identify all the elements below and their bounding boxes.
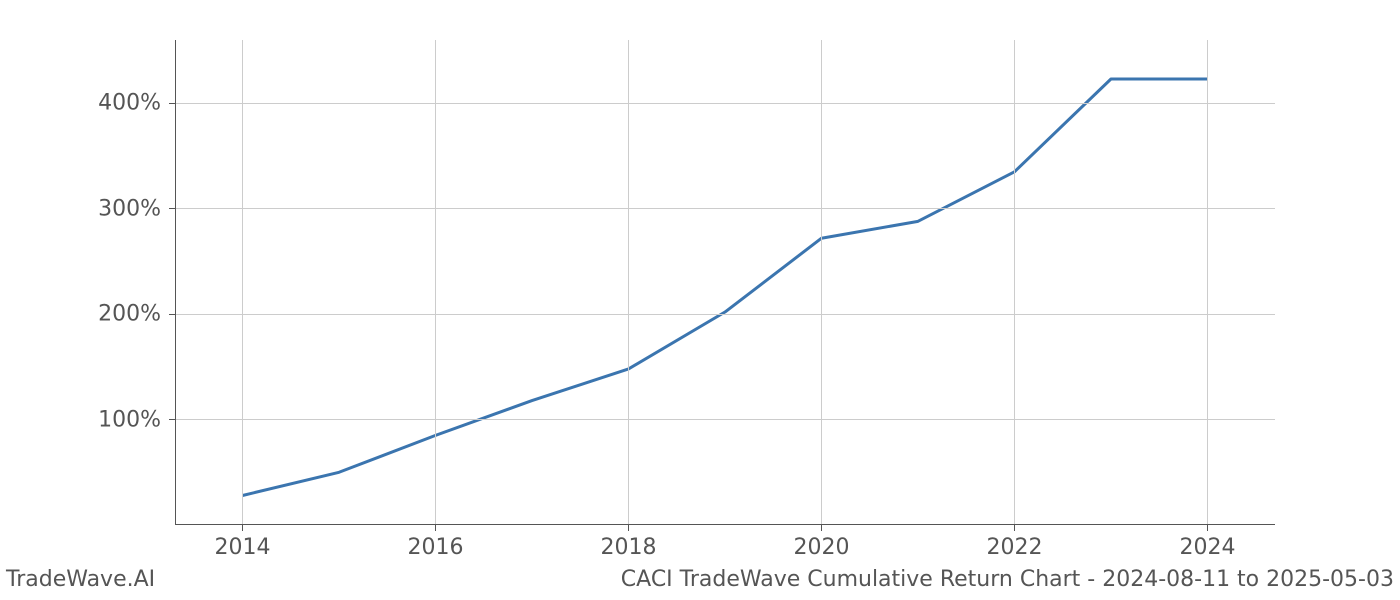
x-tick-mark [1014,525,1015,531]
chart-caption-right: CACI TradeWave Cumulative Return Chart -… [621,567,1394,592]
x-tick-mark [821,525,822,531]
gridline-vertical [435,40,436,525]
plot-area [175,40,1275,525]
y-tick-label: 100% [98,407,161,432]
x-tick-label: 2024 [1179,535,1235,560]
gridline-vertical [1014,40,1015,525]
gridline-vertical [628,40,629,525]
x-tick-label: 2016 [408,535,464,560]
x-tick-mark [435,525,436,531]
gridline-horizontal [175,103,1275,104]
line-chart-svg [175,40,1275,525]
x-tick-mark [242,525,243,531]
x-tick-label: 2022 [986,535,1042,560]
x-tick-mark [628,525,629,531]
y-tick-mark [169,208,175,209]
y-tick-label: 400% [98,91,161,116]
y-tick-label: 300% [98,196,161,221]
x-tick-label: 2018 [601,535,657,560]
y-tick-mark [169,419,175,420]
y-tick-mark [169,314,175,315]
gridline-horizontal [175,419,1275,420]
axis-spine-left [175,40,176,525]
gridline-vertical [1207,40,1208,525]
gridline-vertical [242,40,243,525]
gridline-horizontal [175,314,1275,315]
x-tick-label: 2014 [215,535,271,560]
y-tick-label: 200% [98,302,161,327]
gridline-horizontal [175,208,1275,209]
x-tick-mark [1207,525,1208,531]
y-tick-mark [169,103,175,104]
return-line-series [243,79,1208,495]
figure: TradeWave.AI CACI TradeWave Cumulative R… [0,0,1400,600]
watermark-left: TradeWave.AI [6,567,155,592]
gridline-vertical [821,40,822,525]
axis-spine-bottom [175,524,1275,525]
x-tick-label: 2020 [793,535,849,560]
